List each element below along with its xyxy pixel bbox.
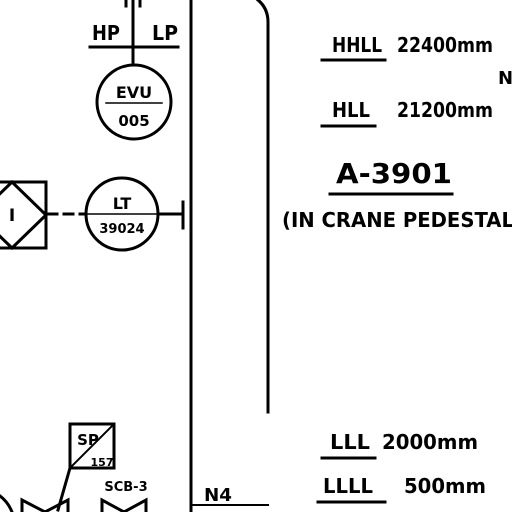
vessel-wall-right <box>255 0 270 414</box>
ev-instrument-bubble <box>95 63 173 141</box>
hll-label: HLL <box>332 98 370 122</box>
hhll-label: HHLL <box>332 33 382 57</box>
sp-box <box>68 422 116 470</box>
valve-arc-left <box>0 494 14 512</box>
ev-number: 005 <box>118 112 149 130</box>
interlock-diamond <box>0 179 49 251</box>
lll-value: 2000mm <box>382 430 478 454</box>
valve-label: SCB-3 <box>104 480 147 495</box>
sp-tag: SP <box>77 431 99 449</box>
edge-letter: N <box>498 68 512 89</box>
vessel-location-note: (IN CRANE PEDESTAL <box>282 208 512 232</box>
lt-tag: LT <box>113 194 132 213</box>
valve-symbol-left <box>20 497 70 512</box>
llll-label: LLLL <box>323 474 373 498</box>
lll-label: LLL <box>330 430 370 454</box>
ev-tag: EVU <box>116 83 152 102</box>
hhll-value: 22400mm <box>397 33 493 57</box>
llll-value: 500mm <box>404 474 486 498</box>
hll-value: 21200mm <box>397 98 493 122</box>
nozzle-label: N4 <box>204 485 232 506</box>
hp-label: HP <box>92 21 120 45</box>
lt-number: 39024 <box>99 222 144 237</box>
interlock-label: I <box>9 206 15 226</box>
sp-box-diagonal <box>68 422 116 470</box>
sp-number: 157 <box>91 456 114 469</box>
vessel-tag: A-3901 <box>336 157 452 190</box>
lp-label: LP <box>152 21 178 45</box>
valve-symbol-right <box>100 497 148 512</box>
